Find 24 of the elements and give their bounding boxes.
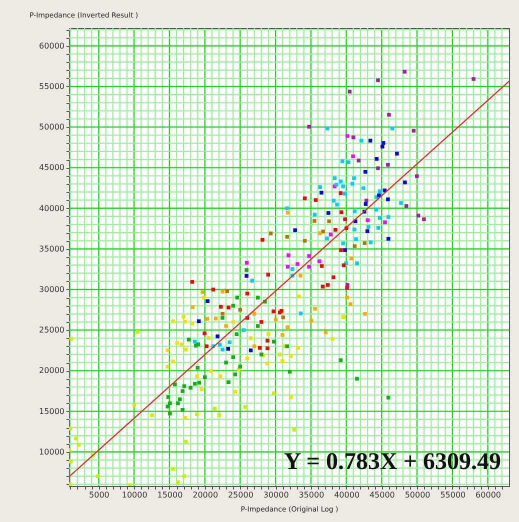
y-tick-label: 15000 xyxy=(39,406,64,416)
y-tick-label: 40000 xyxy=(39,204,64,213)
y-tick-label: 45000 xyxy=(39,163,64,172)
x-tick-label: 20000 xyxy=(192,490,218,500)
x-tick-label: 25000 xyxy=(228,490,254,500)
y-tick-label: 50000 xyxy=(39,122,64,132)
x-tick-label: 30000 xyxy=(263,490,289,500)
y-tick-label: 30000 xyxy=(39,284,64,294)
x-tick-label: 5000 xyxy=(89,490,110,500)
x-tick-label: 45000 xyxy=(369,490,395,500)
annotation: Y = 0.783X + 6309.49 xyxy=(284,449,501,475)
x-tick-label: 60000 xyxy=(476,490,502,500)
y-tick-label: 55000 xyxy=(39,82,64,91)
x-tick-label: 35000 xyxy=(298,490,324,500)
x-tick-label: 15000 xyxy=(157,490,183,500)
y-tick-label: 60000 xyxy=(39,41,64,50)
y-tick-label: 25000 xyxy=(39,326,64,335)
y-tick-label: 10000 xyxy=(39,447,64,456)
x-tick-label: 10000 xyxy=(122,490,148,500)
x-tick-label: 55000 xyxy=(440,490,466,500)
x-tick-label: 40000 xyxy=(334,490,360,500)
y-tick-label: 20000 xyxy=(39,366,64,376)
x-tick-label: 50000 xyxy=(404,490,430,500)
y-tick-label: 35000 xyxy=(39,244,64,254)
